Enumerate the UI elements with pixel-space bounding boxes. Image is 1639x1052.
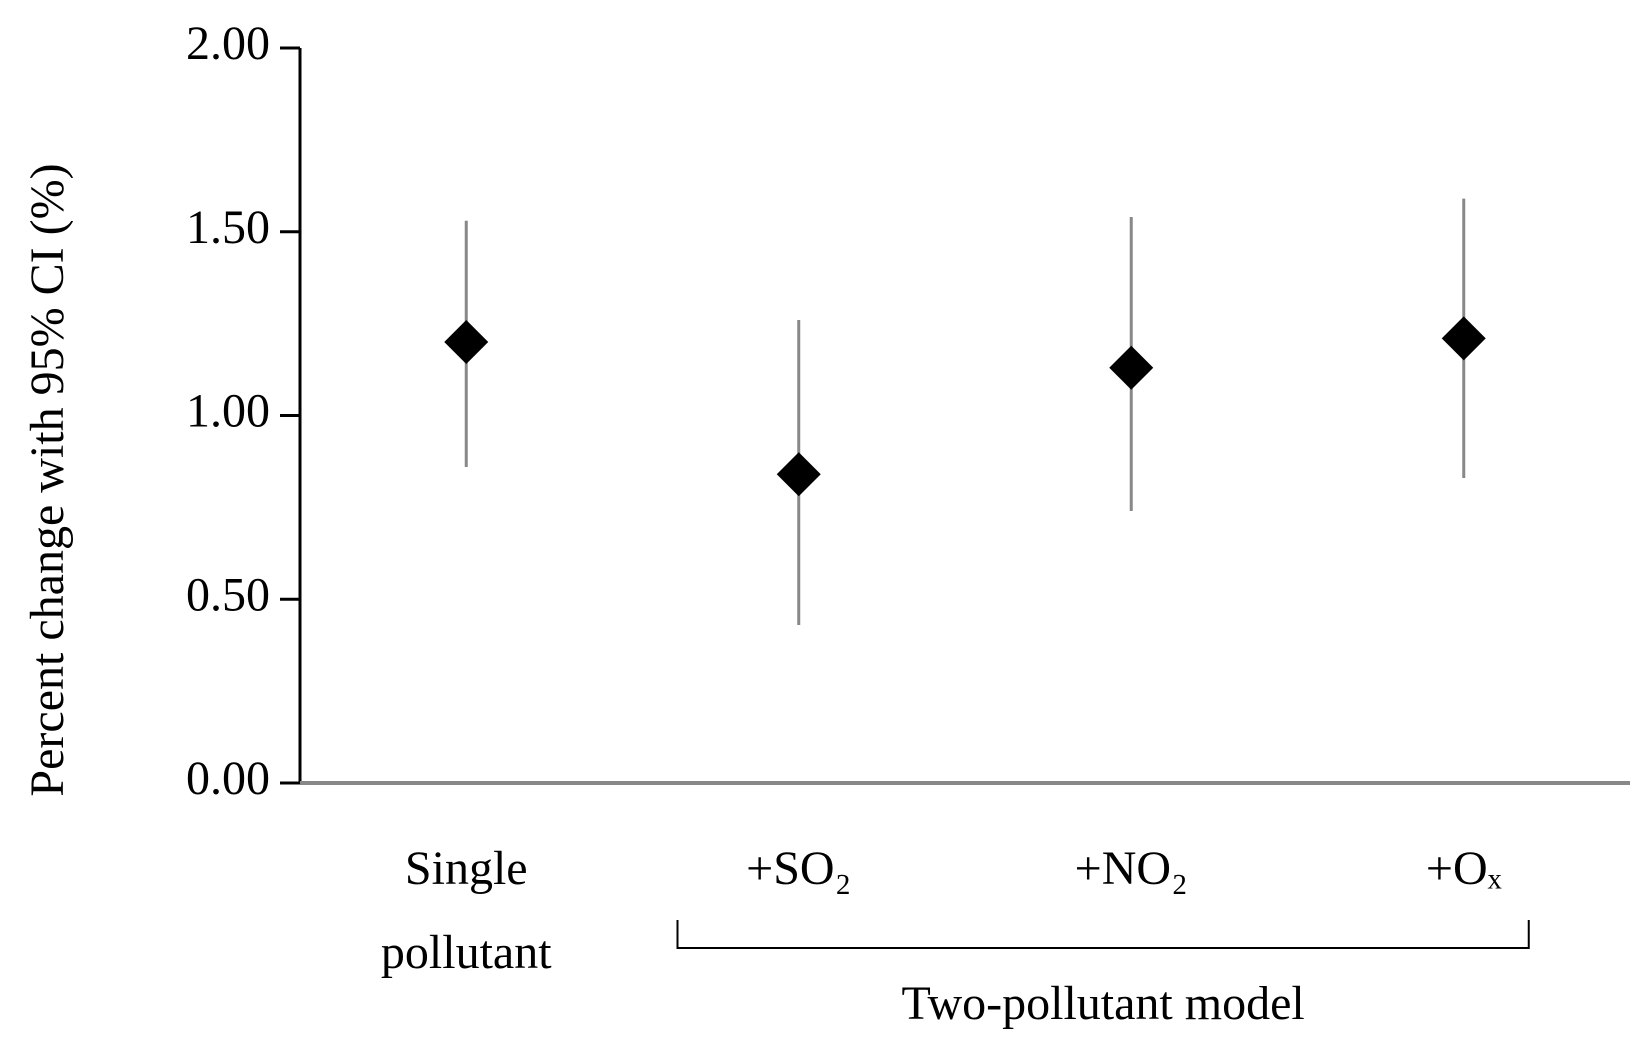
y-tick-label: 0.00 — [186, 752, 270, 805]
x-tick-label: Single pollutant — [381, 842, 552, 979]
y-tick-label: 1.50 — [186, 201, 270, 254]
point — [776, 452, 821, 497]
y-tick-label: 0.50 — [186, 568, 270, 621]
y-tick-label: 2.00 — [186, 17, 270, 70]
x-tick-label: +NO₂ — [1075, 842, 1188, 895]
x-tick-label: +Oₓ — [1426, 842, 1502, 895]
y-axis-label: Percent change with 95% CI (%) — [21, 163, 74, 796]
y-tick-label: 1.00 — [186, 385, 270, 438]
group-label: Two-pollutant model — [902, 977, 1305, 1030]
point — [444, 320, 489, 364]
point — [1109, 345, 1154, 390]
group-bracket — [676, 920, 1530, 949]
point — [1441, 316, 1486, 361]
x-tick-label: +SO₂ — [746, 842, 851, 895]
